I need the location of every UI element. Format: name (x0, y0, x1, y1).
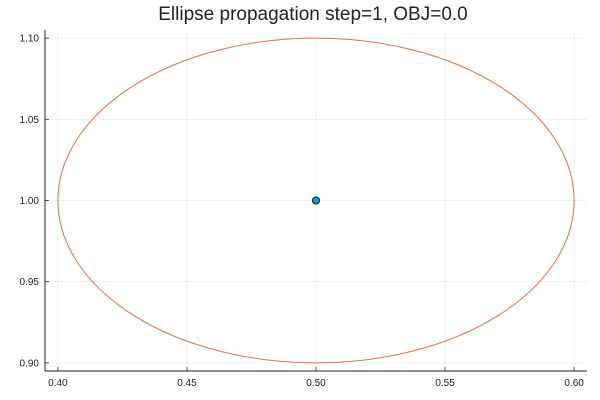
chart-title: Ellipse propagation step=1, OBJ=0.0 (158, 4, 467, 25)
y-tick-label: 0.95 (20, 277, 40, 288)
center-point (311, 196, 321, 205)
ellipse-curve (57, 37, 575, 364)
y-tick-label: 1.10 (20, 34, 40, 45)
x-tick-label: 0.55 (435, 378, 455, 389)
x-tick-label: 0.45 (177, 378, 197, 389)
y-tick-label: 0.90 (20, 358, 40, 369)
x-tick-label: 0.60 (564, 378, 584, 389)
x-tick-label: 0.40 (48, 378, 68, 389)
series (57, 37, 575, 364)
axes (44, 30, 587, 372)
x-tick-label: 0.50 (306, 378, 326, 389)
y-tick-label: 1.05 (20, 115, 40, 126)
tick-labels: 0.40 0.45 0.50 0.55 0.60 0.90 0.95 1.00 1.05 1.10 (20, 34, 585, 389)
y-tick-label: 1.00 (20, 196, 40, 207)
